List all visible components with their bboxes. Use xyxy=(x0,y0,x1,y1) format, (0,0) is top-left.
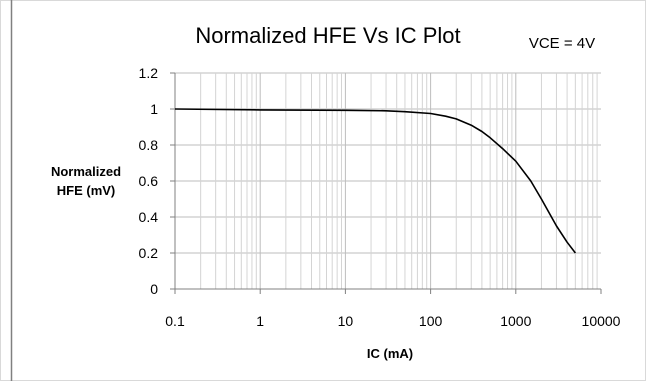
x-tick-label: 100 xyxy=(419,313,443,329)
x-tick-label: 1 xyxy=(256,313,264,329)
x-tick-label: 1000 xyxy=(500,313,531,329)
y-axis-title-line-2: HFE (mV) xyxy=(57,183,116,198)
series-line xyxy=(174,108,577,254)
y-tick-label: 0.8 xyxy=(139,137,159,153)
y-tick-label: 0.4 xyxy=(139,209,159,225)
y-tick-label: 0.6 xyxy=(139,173,159,189)
vce-annotation: VCE = 4V xyxy=(529,35,595,52)
x-axis-title: IC (mA) xyxy=(367,346,413,361)
x-tick-labels: 0.1 1 10 100 1000 10000 xyxy=(165,313,620,329)
x-tick-label: 10000 xyxy=(582,313,621,329)
chart-title: Normalized HFE Vs IC Plot xyxy=(195,23,460,48)
y-axis-title-line-1: Normalized xyxy=(51,164,121,179)
y-tick-label: 0 xyxy=(150,281,158,297)
x-tick-label: 0.1 xyxy=(165,313,185,329)
x-tick-label: 10 xyxy=(338,313,354,329)
y-tick-label: 0.2 xyxy=(139,245,159,261)
y-tick-label: 1.2 xyxy=(139,65,159,81)
y-tick-labels: 0 0.2 0.4 0.6 0.8 1 1.2 xyxy=(139,65,159,297)
y-tick-label: 1 xyxy=(150,101,158,117)
series-layer xyxy=(174,108,577,254)
